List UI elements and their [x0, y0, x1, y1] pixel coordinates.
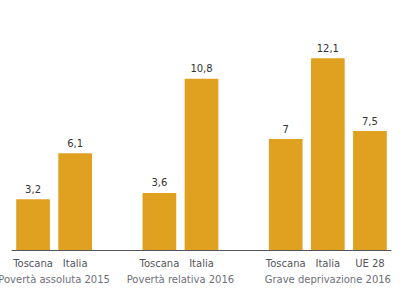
svg-text:Grave deprivazione 2016: Grave deprivazione 2016	[265, 274, 391, 285]
svg-text:6,1: 6,1	[67, 138, 83, 149]
svg-text:Italia: Italia	[315, 258, 340, 269]
svg-text:10,8: 10,8	[190, 63, 212, 74]
svg-text:Toscana: Toscana	[12, 258, 53, 269]
svg-text:7: 7	[283, 124, 289, 135]
svg-text:Povertà assoluta 2015: Povertà assoluta 2015	[0, 274, 110, 285]
svg-text:3,6: 3,6	[151, 177, 167, 188]
svg-text:UE 28: UE 28	[355, 258, 385, 269]
svg-text:7,5: 7,5	[362, 116, 378, 127]
svg-text:12,1: 12,1	[317, 43, 339, 54]
svg-text:3,2: 3,2	[25, 184, 41, 195]
svg-text:Toscana: Toscana	[265, 258, 306, 269]
svg-text:Toscana: Toscana	[138, 258, 179, 269]
svg-text:Povertà relativa 2016: Povertà relativa 2016	[127, 274, 235, 285]
svg-text:Italia: Italia	[63, 258, 88, 269]
svg-text:Italia: Italia	[189, 258, 214, 269]
